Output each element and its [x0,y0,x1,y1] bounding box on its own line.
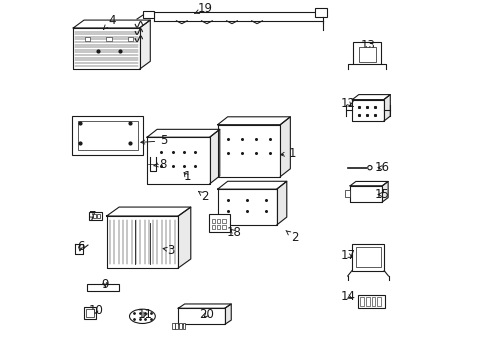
Polygon shape [349,186,382,202]
Text: 4: 4 [103,14,116,30]
Bar [355,247,380,267]
Circle shape [367,166,371,170]
Bar [222,219,225,223]
Bar [208,214,230,232]
Text: 17: 17 [340,249,355,262]
Bar [143,11,153,18]
Bar [106,37,112,41]
Bar [93,214,96,218]
Text: 15: 15 [374,188,389,201]
Polygon shape [280,117,290,177]
Bar [377,297,380,306]
Bar [84,37,90,41]
Text: 9: 9 [101,278,108,291]
Polygon shape [217,189,276,225]
Bar [351,244,384,271]
Bar [211,219,215,223]
Bar [182,323,185,329]
Polygon shape [147,137,209,184]
Text: 16: 16 [374,161,389,174]
Polygon shape [382,181,387,202]
Bar [352,41,380,64]
Polygon shape [139,20,150,69]
Bar [365,297,369,306]
Bar [179,323,182,329]
Bar [217,225,220,229]
Polygon shape [178,207,190,268]
Bar [360,297,363,306]
Bar [89,212,102,220]
Bar [315,8,326,17]
Text: 10: 10 [88,305,103,318]
Bar [87,284,119,291]
Polygon shape [178,308,224,324]
Bar [83,307,96,319]
Text: 19: 19 [194,3,212,15]
Polygon shape [106,207,190,216]
Text: 14: 14 [340,290,355,303]
Bar [78,121,138,150]
Polygon shape [73,20,150,28]
Polygon shape [217,181,286,189]
Polygon shape [209,129,219,184]
Text: 5: 5 [141,134,167,147]
Bar [127,37,133,41]
Text: 18: 18 [226,226,241,239]
Text: 8: 8 [153,158,166,171]
Polygon shape [217,125,280,177]
Polygon shape [106,216,178,268]
Text: 6: 6 [77,240,84,253]
Text: 3: 3 [163,244,174,257]
Bar [171,323,174,329]
Polygon shape [73,28,139,69]
Polygon shape [383,95,389,121]
Text: 20: 20 [199,308,214,321]
Bar [357,295,385,308]
Bar [72,116,143,155]
Bar [85,309,94,317]
Text: 11: 11 [137,308,152,321]
Text: 7: 7 [88,210,96,222]
Text: 2: 2 [198,190,208,203]
Bar [222,225,225,229]
Polygon shape [217,117,290,125]
Polygon shape [351,95,389,100]
Polygon shape [276,181,286,225]
Text: 12: 12 [340,97,355,110]
Bar [211,225,215,229]
Bar [217,219,220,223]
Text: 2: 2 [285,230,298,244]
Text: 1: 1 [183,170,190,183]
Polygon shape [147,129,219,137]
Polygon shape [224,304,231,324]
Bar [175,323,178,329]
Bar [358,47,375,62]
Polygon shape [178,304,231,308]
Ellipse shape [129,309,155,324]
Bar [97,214,100,218]
Bar [345,189,349,197]
Text: 13: 13 [360,39,375,52]
Bar [371,297,374,306]
Polygon shape [349,181,387,186]
Polygon shape [351,100,383,121]
Text: 1: 1 [280,147,296,160]
